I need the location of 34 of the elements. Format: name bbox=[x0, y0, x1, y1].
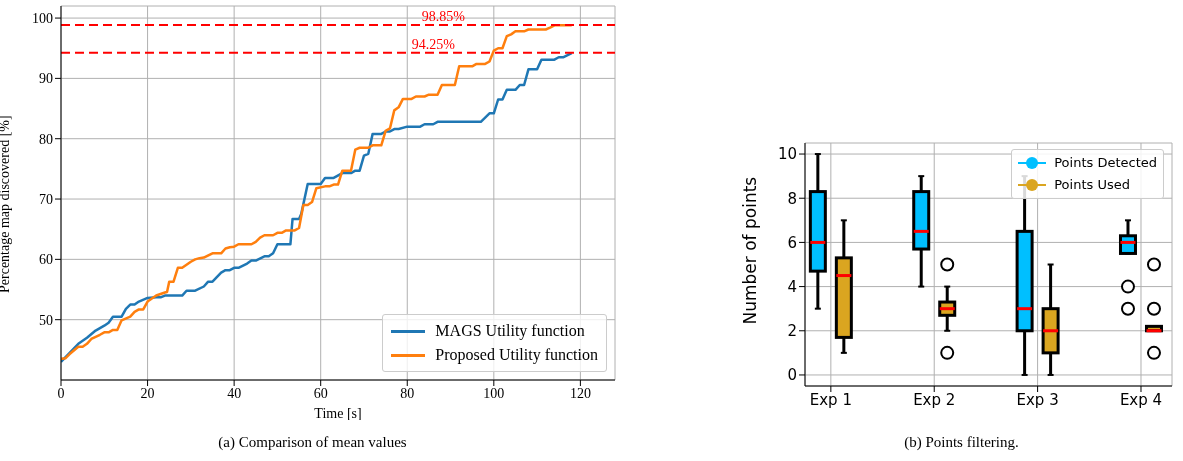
x-tick-label: 120 bbox=[569, 385, 591, 401]
x-tick-label: 0 bbox=[57, 385, 65, 401]
x-tick-label: 80 bbox=[400, 385, 415, 401]
x-tick-label: 20 bbox=[140, 385, 155, 401]
x-tick-label: Exp 4 bbox=[1119, 390, 1163, 409]
x-tick-label: 40 bbox=[227, 385, 242, 401]
y-tick-label: 4 bbox=[787, 277, 797, 296]
y-tick-label: 60 bbox=[39, 252, 53, 268]
legend-label: Proposed Utility function bbox=[435, 345, 598, 366]
y-tick-label: 50 bbox=[39, 312, 53, 328]
y-tick-label: 80 bbox=[39, 131, 53, 147]
legend-label: Points Detected bbox=[1054, 154, 1157, 172]
y-tick-label: 90 bbox=[39, 71, 53, 87]
y-axis-title: Percentage map discovered [%] bbox=[0, 115, 12, 293]
legend-label: Points Used bbox=[1054, 176, 1130, 194]
ref-line-label: 94.25% bbox=[411, 36, 456, 52]
y-tick-label: 10 bbox=[777, 145, 797, 164]
y-tick-label: 6 bbox=[787, 233, 797, 252]
x-axis-title: Time [s] bbox=[314, 406, 362, 421]
x-tick-label: Exp 2 bbox=[913, 390, 956, 409]
text: (a) Comparison of mean values bbox=[217, 434, 408, 451]
y-tick-label: 8 bbox=[787, 189, 797, 208]
y-tick-label: 2 bbox=[787, 322, 797, 341]
y-tick-label: 100 bbox=[32, 11, 53, 27]
y-axis-title: Number of points bbox=[740, 176, 761, 325]
x-tick-label: Exp 3 bbox=[1016, 390, 1059, 409]
x-tick-label: Exp 1 bbox=[809, 390, 852, 409]
x-tick-label: 60 bbox=[313, 385, 328, 401]
legend-label: MAGS Utility function bbox=[435, 321, 585, 342]
y-tick-label: 0 bbox=[787, 366, 797, 385]
x-tick-label: 100 bbox=[483, 385, 505, 401]
ref-line-label: 98.85% bbox=[421, 9, 466, 24]
text: (b) Points filtering. bbox=[903, 434, 1020, 451]
y-tick-label: 70 bbox=[39, 192, 53, 207]
